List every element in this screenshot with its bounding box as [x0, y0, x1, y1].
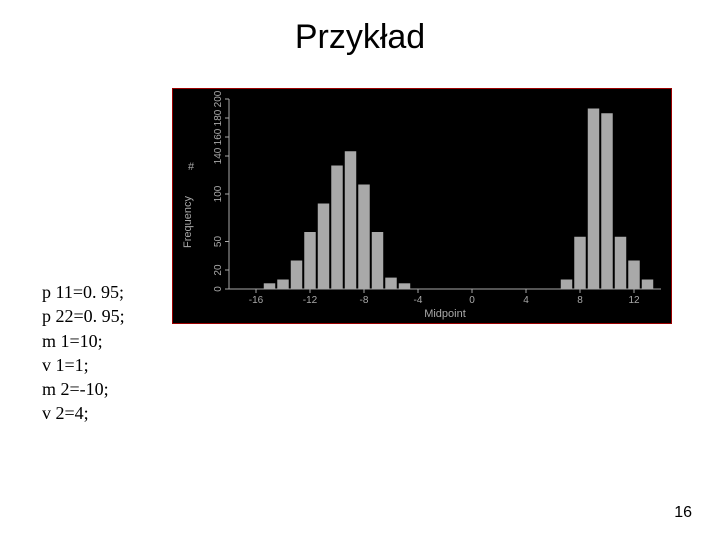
svg-text:0: 0 [213, 286, 224, 292]
param-line: m 2=-10; [42, 377, 125, 401]
svg-text:Midpoint: Midpoint [424, 308, 466, 320]
param-line: m 1=10; [42, 329, 125, 353]
svg-text:-12: -12 [303, 295, 318, 306]
chart-svg: 0 20 50 100 140 160 180 200 -16 -12 -8 -4 0 4 8 12 Frequ… [173, 89, 671, 323]
svg-text:0: 0 [469, 295, 475, 306]
param-line: v 1=1; [42, 353, 125, 377]
svg-text:200: 200 [213, 90, 224, 107]
slide-title: Przykład [0, 18, 720, 57]
svg-text:12: 12 [628, 295, 640, 306]
param-line: v 2=4; [42, 401, 125, 425]
svg-text:140: 140 [213, 147, 224, 164]
svg-text:160: 160 [213, 128, 224, 145]
parameter-list: p 11=0. 95; p 22=0. 95; m 1=10; v 1=1; m… [42, 280, 125, 426]
svg-text:50: 50 [213, 236, 224, 248]
page-number: 16 [674, 504, 692, 522]
svg-text:#: # [188, 161, 195, 173]
svg-text:4: 4 [523, 295, 529, 306]
svg-text:180: 180 [213, 109, 224, 126]
param-line: p 22=0. 95; [42, 304, 125, 328]
svg-text:100: 100 [213, 185, 224, 202]
param-line: p 11=0. 95; [42, 280, 125, 304]
svg-text:-4: -4 [414, 295, 423, 306]
svg-text:8: 8 [577, 295, 583, 306]
svg-text:20: 20 [213, 264, 224, 276]
histogram-chart: 0 20 50 100 140 160 180 200 -16 -12 -8 -4 0 4 8 12 Frequ… [172, 88, 672, 324]
svg-text:Frequency: Frequency [182, 196, 194, 248]
svg-text:-8: -8 [360, 295, 369, 306]
svg-text:-16: -16 [249, 295, 264, 306]
